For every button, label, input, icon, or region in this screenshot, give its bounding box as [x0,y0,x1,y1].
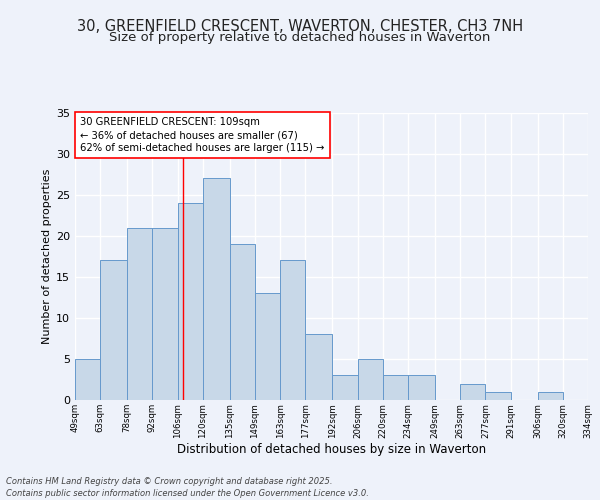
Bar [460,384,485,400]
Bar [358,359,383,400]
Bar [255,293,280,400]
Bar [230,244,255,400]
Bar [178,203,203,400]
Bar [100,260,127,400]
X-axis label: Distribution of detached houses by size in Waverton: Distribution of detached houses by size … [177,443,486,456]
Bar [75,359,100,400]
Text: 30, GREENFIELD CRESCENT, WAVERTON, CHESTER, CH3 7NH: 30, GREENFIELD CRESCENT, WAVERTON, CHEST… [77,19,523,34]
Text: Contains HM Land Registry data © Crown copyright and database right 2025.
Contai: Contains HM Land Registry data © Crown c… [6,476,369,498]
Y-axis label: Number of detached properties: Number of detached properties [42,168,52,344]
Bar [408,376,435,400]
Bar [203,178,230,400]
Bar [127,228,152,400]
Text: Size of property relative to detached houses in Waverton: Size of property relative to detached ho… [109,31,491,44]
Bar [538,392,563,400]
Bar [383,376,408,400]
Bar [485,392,511,400]
Bar [305,334,332,400]
Bar [332,376,358,400]
Bar [152,228,178,400]
Bar [280,260,305,400]
Text: 30 GREENFIELD CRESCENT: 109sqm
← 36% of detached houses are smaller (67)
62% of : 30 GREENFIELD CRESCENT: 109sqm ← 36% of … [80,117,325,153]
